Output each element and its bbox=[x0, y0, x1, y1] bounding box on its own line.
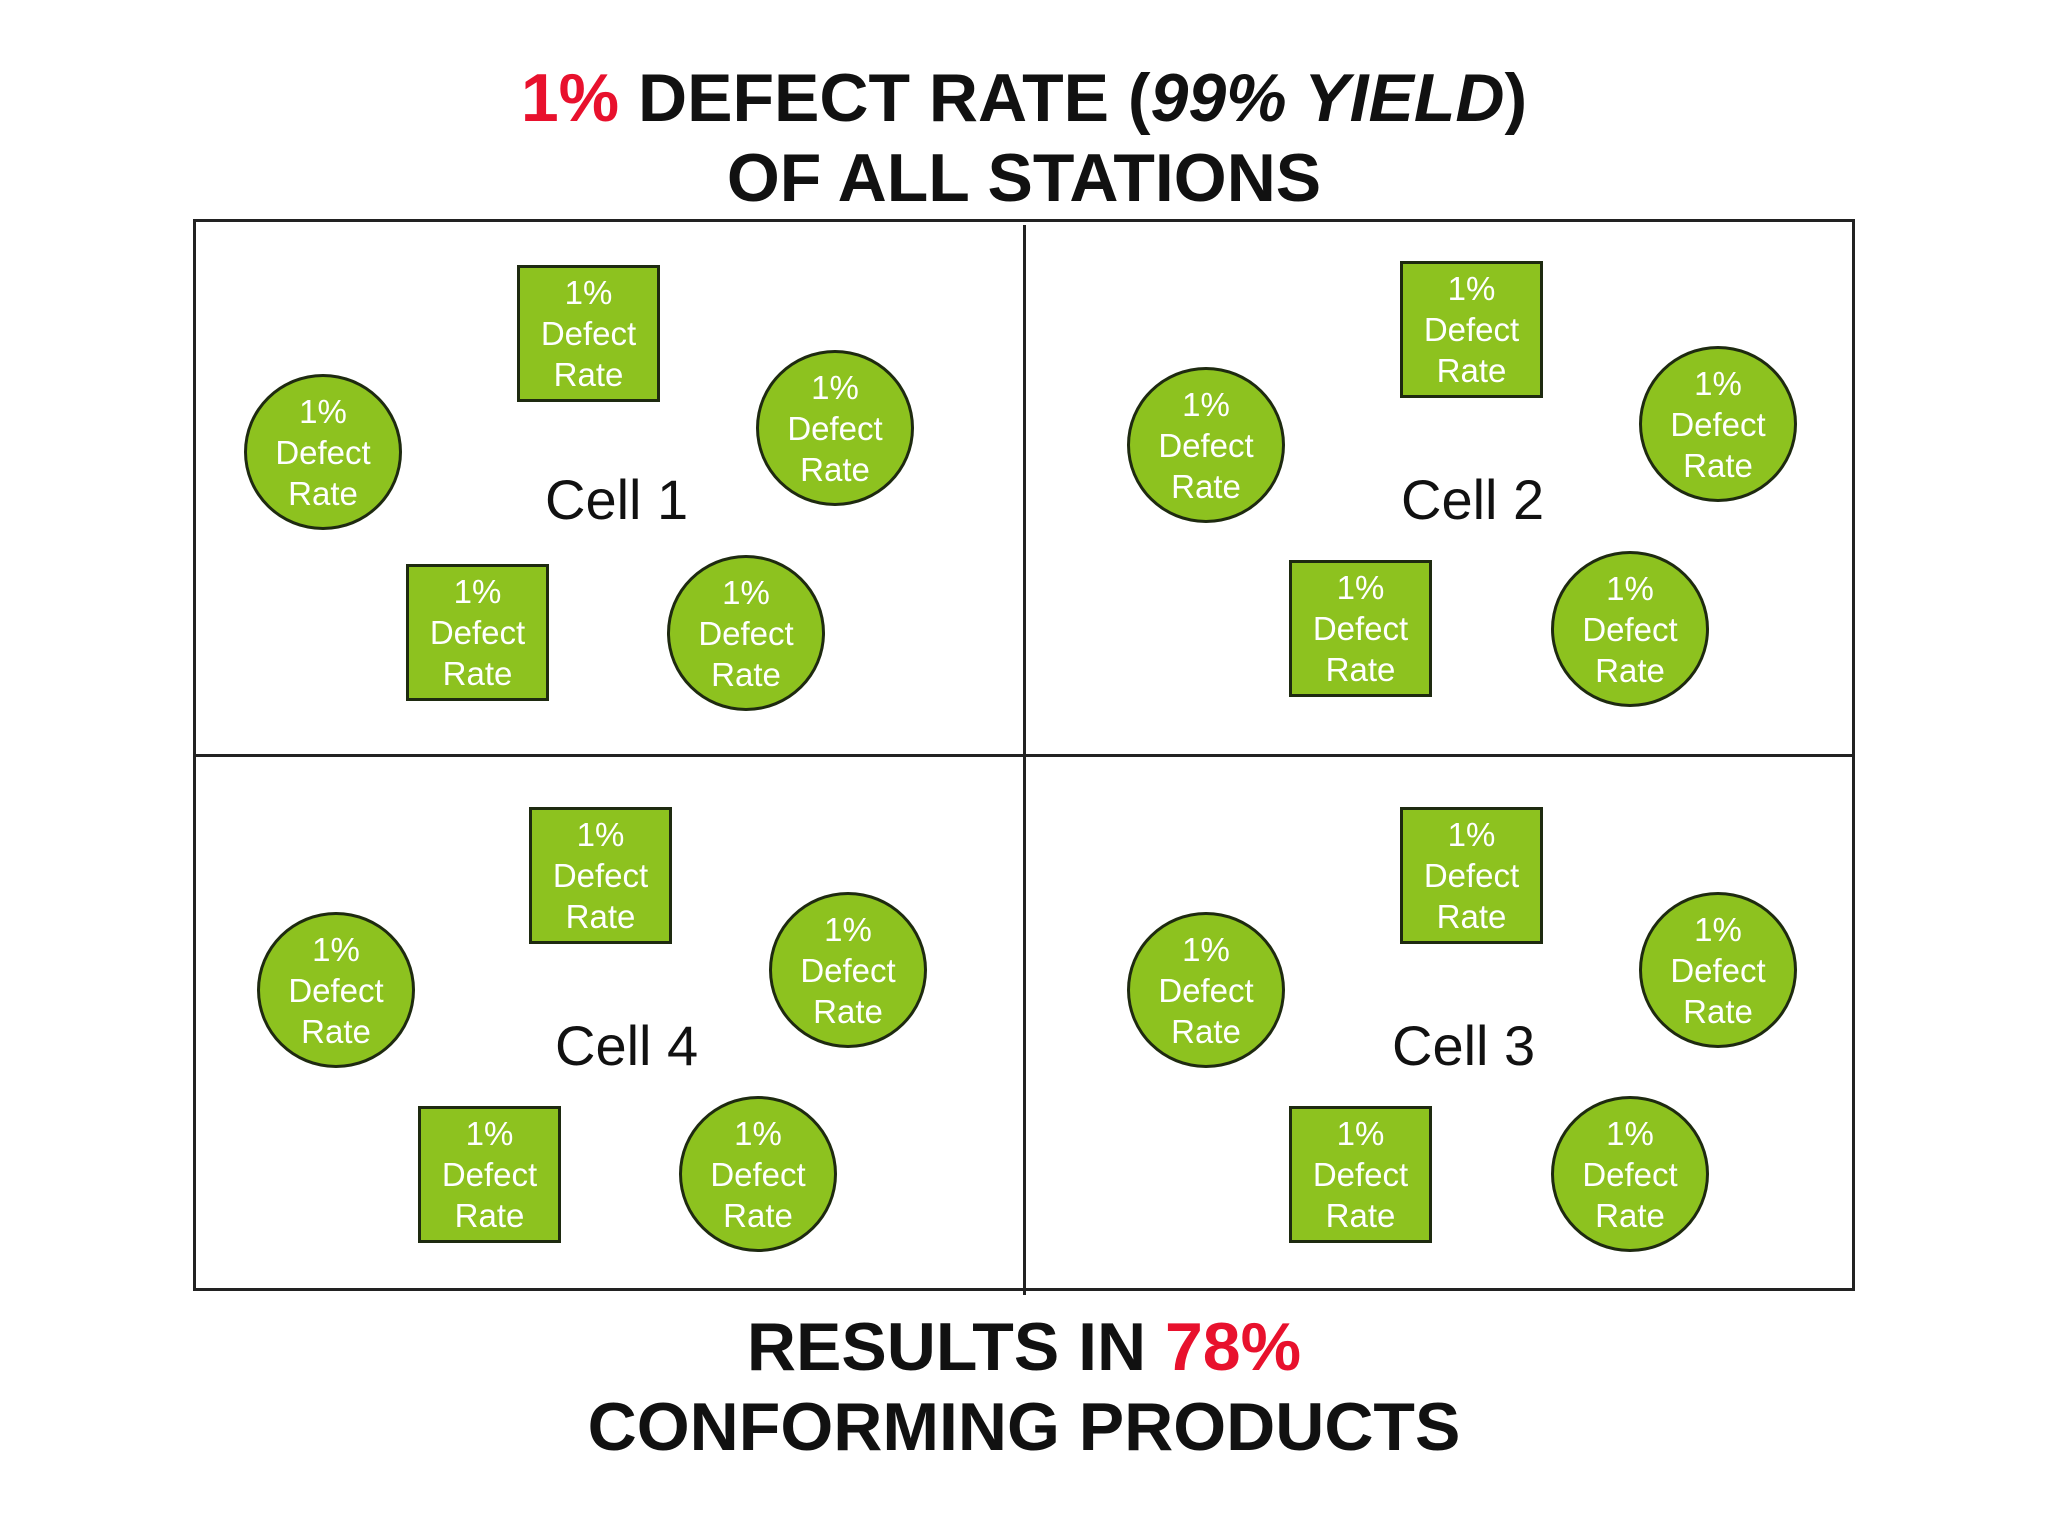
station-circle: 1% Defect Rate bbox=[1551, 551, 1709, 707]
station-word-rate: Rate bbox=[1171, 1012, 1241, 1050]
heading-text: DEFECT RATE ( bbox=[619, 60, 1151, 136]
station-word-defect: Defect bbox=[1670, 951, 1766, 989]
station-word-defect: Defect bbox=[429, 614, 526, 651]
station-word-rate: Rate bbox=[1171, 467, 1241, 505]
station-word-defect: Defect bbox=[441, 1156, 538, 1193]
station-percent: 1% bbox=[1336, 1115, 1385, 1152]
station-square: 1% Defect Rate bbox=[1289, 1106, 1432, 1243]
station-word-defect: Defect bbox=[787, 409, 883, 447]
station-square: 1% Defect Rate bbox=[529, 807, 672, 944]
station-percent: 1% bbox=[1447, 816, 1496, 853]
station-word-defect: Defect bbox=[1582, 1155, 1678, 1193]
station-circle: 1% Defect Rate bbox=[1127, 912, 1285, 1068]
station-word-rate: Rate bbox=[723, 1196, 793, 1234]
station-square: 1% Defect Rate bbox=[1289, 560, 1432, 697]
station-word-rate: Rate bbox=[1683, 992, 1753, 1030]
station-percent: 1% bbox=[1606, 569, 1654, 607]
station-word-defect: Defect bbox=[275, 433, 371, 471]
station-word-defect: Defect bbox=[552, 857, 649, 894]
station-circle: 1% Defect Rate bbox=[769, 892, 927, 1048]
station-square: 1% Defect Rate bbox=[1400, 807, 1543, 944]
station-circle: 1% Defect Rate bbox=[679, 1096, 837, 1252]
station-percent: 1% bbox=[1182, 385, 1230, 423]
station-word-defect: Defect bbox=[710, 1155, 806, 1193]
station-word-rate: Rate bbox=[442, 655, 513, 692]
heading-accent: 1% bbox=[520, 60, 620, 136]
station-circle: 1% Defect Rate bbox=[257, 912, 415, 1068]
station-word-rate: Rate bbox=[813, 992, 883, 1030]
station-circle: 1% Defect Rate bbox=[667, 555, 825, 711]
station-word-defect: Defect bbox=[1312, 1156, 1409, 1193]
station-word-defect: Defect bbox=[1158, 971, 1254, 1009]
footer-accent: 78% bbox=[1164, 1309, 1302, 1385]
heading-italic: 99% YIELD bbox=[1150, 60, 1505, 136]
station-square: 1% Defect Rate bbox=[517, 265, 660, 402]
station-word-rate: Rate bbox=[553, 356, 624, 393]
station-word-rate: Rate bbox=[301, 1012, 371, 1050]
station-percent: 1% bbox=[734, 1114, 782, 1152]
station-percent: 1% bbox=[1182, 930, 1230, 968]
heading-line-1: 1% DEFECT RATE (99% YIELD) bbox=[0, 58, 2048, 138]
station-percent: 1% bbox=[722, 573, 770, 611]
cell-label-4: Cell 4 bbox=[555, 1014, 699, 1077]
station-word-defect: Defect bbox=[1582, 610, 1678, 648]
station-word-defect: Defect bbox=[540, 315, 637, 352]
station-percent: 1% bbox=[811, 368, 859, 406]
cell-label-2: Cell 2 bbox=[1401, 468, 1545, 531]
station-word-rate: Rate bbox=[1436, 352, 1507, 389]
station-square: 1% Defect Rate bbox=[418, 1106, 561, 1243]
station-circle: 1% Defect Rate bbox=[1639, 346, 1797, 502]
station-word-rate: Rate bbox=[1683, 446, 1753, 484]
station-square: 1% Defect Rate bbox=[1400, 261, 1543, 398]
station-word-rate: Rate bbox=[800, 450, 870, 488]
station-percent: 1% bbox=[312, 930, 360, 968]
station-circle: 1% Defect Rate bbox=[1127, 367, 1285, 523]
station-word-defect: Defect bbox=[1423, 857, 1520, 894]
station-percent: 1% bbox=[453, 573, 502, 610]
station-word-rate: Rate bbox=[711, 655, 781, 693]
station-word-defect: Defect bbox=[1312, 610, 1409, 647]
station-circle: 1% Defect Rate bbox=[756, 350, 914, 506]
station-word-defect: Defect bbox=[800, 951, 896, 989]
footer-line-2: CONFORMING PRODUCTS bbox=[587, 1389, 1461, 1465]
station-percent: 1% bbox=[824, 910, 872, 948]
cell-label-3: Cell 3 bbox=[1392, 1014, 1536, 1077]
cell-label-1: Cell 1 bbox=[545, 468, 689, 531]
station-word-rate: Rate bbox=[1325, 1197, 1396, 1234]
station-percent: 1% bbox=[564, 274, 613, 311]
vertical-divider bbox=[1023, 225, 1026, 1295]
station-word-rate: Rate bbox=[1436, 898, 1507, 935]
station-word-rate: Rate bbox=[1595, 651, 1665, 689]
station-word-defect: Defect bbox=[1423, 311, 1520, 348]
station-circle: 1% Defect Rate bbox=[1639, 892, 1797, 1048]
station-word-rate: Rate bbox=[1325, 651, 1396, 688]
footer-line-1: RESULTS IN 78% bbox=[0, 1307, 2048, 1387]
heading-line-2: OF ALL STATIONS bbox=[726, 140, 1322, 216]
station-square: 1% Defect Rate bbox=[406, 564, 549, 701]
station-circle: 1% Defect Rate bbox=[244, 374, 402, 530]
footer-text: RESULTS IN bbox=[746, 1309, 1165, 1385]
station-word-rate: Rate bbox=[454, 1197, 525, 1234]
station-percent: 1% bbox=[576, 816, 625, 853]
station-percent: 1% bbox=[465, 1115, 514, 1152]
station-word-defect: Defect bbox=[1670, 405, 1766, 443]
station-percent: 1% bbox=[1694, 364, 1742, 402]
station-percent: 1% bbox=[1694, 910, 1742, 948]
station-percent: 1% bbox=[299, 392, 347, 430]
station-word-rate: Rate bbox=[288, 474, 358, 512]
station-word-defect: Defect bbox=[1158, 426, 1254, 464]
station-percent: 1% bbox=[1336, 569, 1385, 606]
station-circle: 1% Defect Rate bbox=[1551, 1096, 1709, 1252]
station-word-defect: Defect bbox=[288, 971, 384, 1009]
station-word-rate: Rate bbox=[565, 898, 636, 935]
station-percent: 1% bbox=[1447, 270, 1496, 307]
station-percent: 1% bbox=[1606, 1114, 1654, 1152]
horizontal-divider bbox=[193, 754, 1855, 757]
heading-close: ) bbox=[1504, 60, 1528, 136]
station-word-defect: Defect bbox=[698, 614, 794, 652]
station-word-rate: Rate bbox=[1595, 1196, 1665, 1234]
